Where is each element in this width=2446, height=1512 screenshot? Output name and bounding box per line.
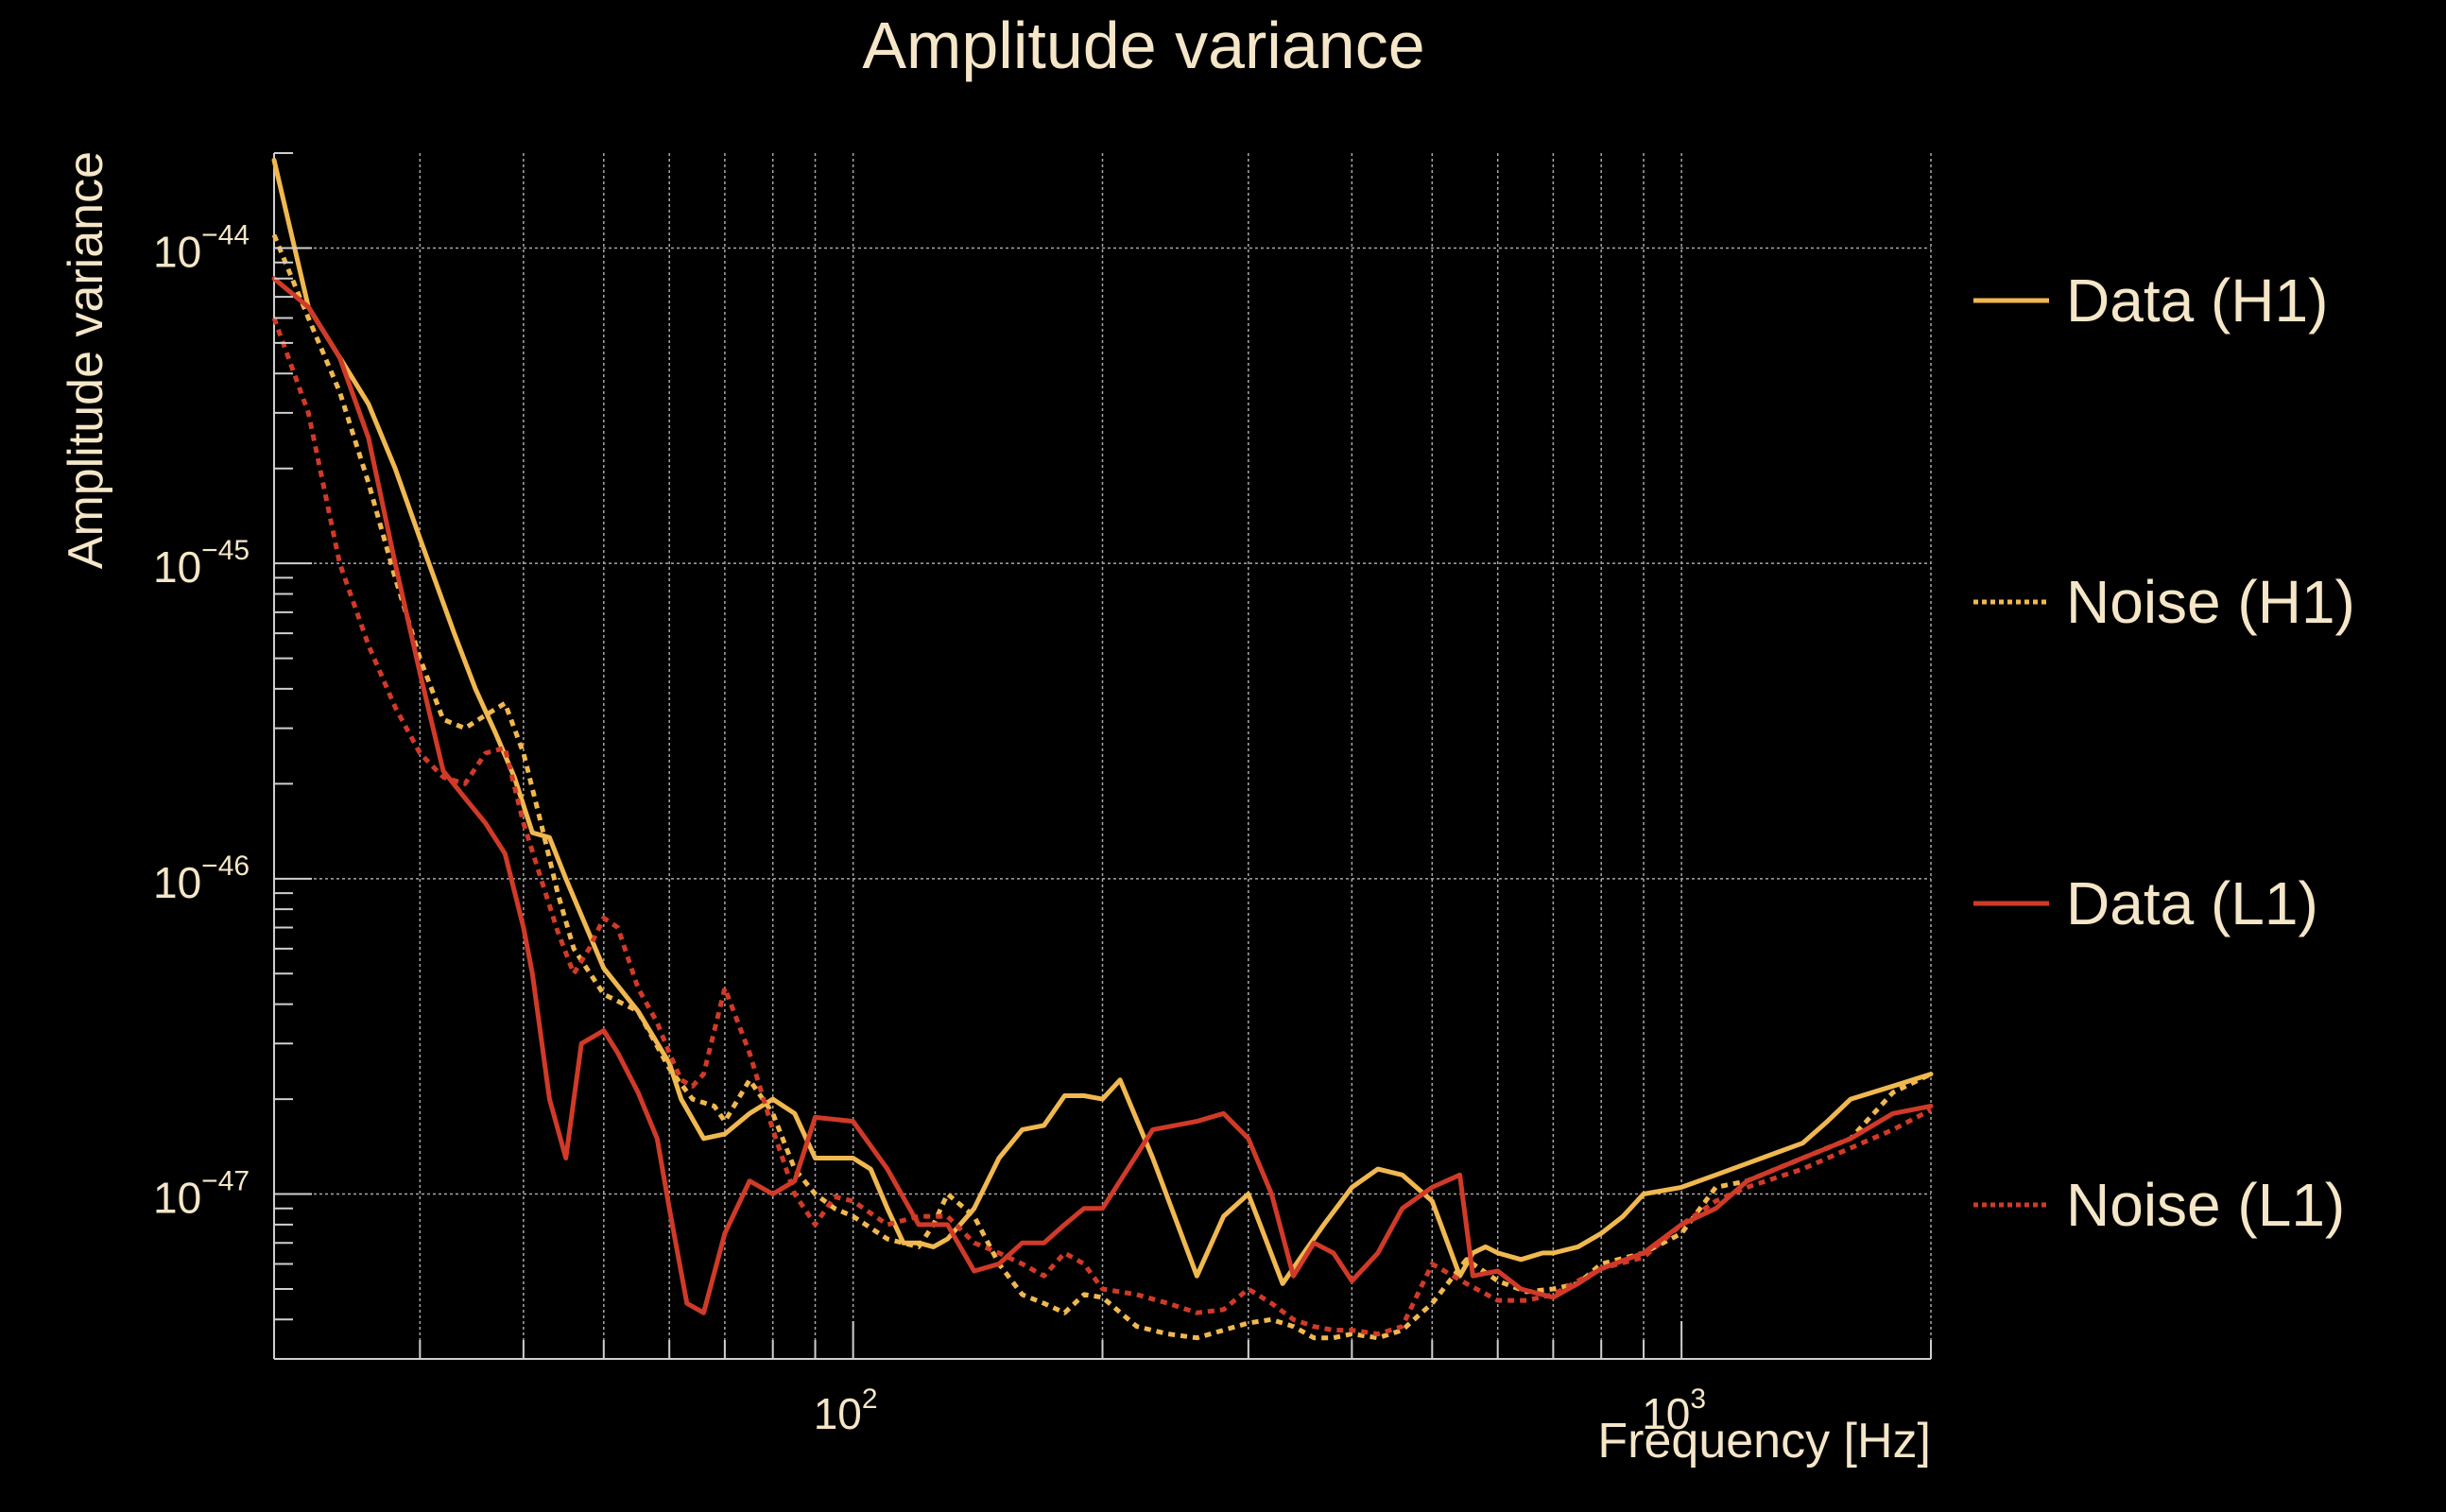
x-axis-ticks: 102 103	[273, 1321, 1932, 1438]
legend-label: Data (H1)	[2066, 266, 2328, 335]
x-tick-label: 103	[1642, 1383, 1706, 1438]
grid-lines	[273, 153, 1932, 1359]
series-lines	[271, 157, 1934, 1341]
legend-label: Data (L1)	[2066, 869, 2318, 937]
series-line-data-l1	[271, 276, 1934, 1315]
y-tick-label: 10−44	[153, 219, 250, 276]
x-tick-label: 102	[814, 1383, 878, 1438]
legend-label: Noise (H1)	[2066, 568, 2355, 636]
series-line-noise-h1	[271, 233, 1933, 1341]
x-axis-label: Frequency [Hz]	[1597, 1414, 1931, 1469]
series-line-noise-l1	[271, 317, 1933, 1337]
legend: Data (H1) Noise (H1) Data (L1) Noise (L1)	[1973, 266, 2355, 1239]
y-tick-label: 10−45	[153, 535, 250, 592]
y-tick-label: 10−46	[153, 850, 250, 907]
series-line-data-h1	[271, 157, 1934, 1286]
y-tick-label: 10−47	[153, 1166, 250, 1223]
chart-title: Amplitude variance	[862, 9, 1424, 82]
y-axis-ticks: 10−44 10−45 10−46 10−47	[153, 152, 312, 1360]
y-axis-label: Amplitude variance	[59, 151, 113, 569]
legend-label: Noise (L1)	[2066, 1171, 2345, 1239]
